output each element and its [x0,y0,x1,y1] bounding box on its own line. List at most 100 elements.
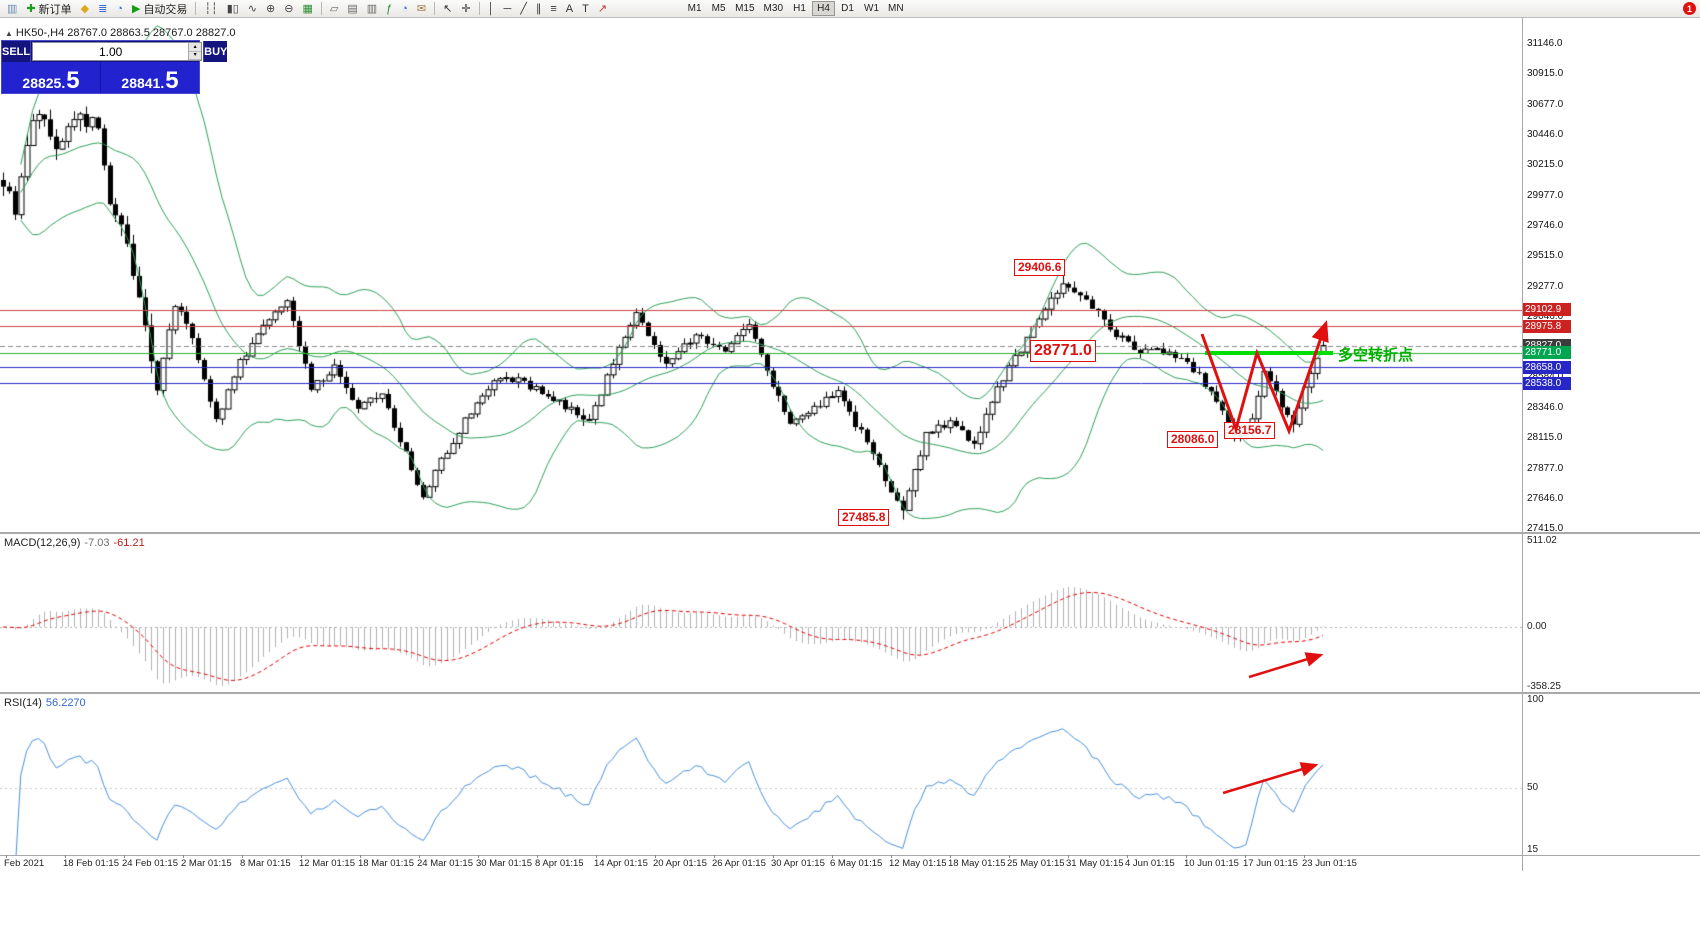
price-axis-tag: 28827.0 [1523,339,1571,353]
turning-point-line[interactable] [1205,350,1333,355]
cursor-button[interactable]: ↖ [439,1,456,17]
templates-button[interactable]: ✉ [413,1,430,17]
market-watch-button[interactable]: ≣ [94,1,111,17]
buy-button[interactable]: BUY [203,41,228,62]
tile-vertically-button[interactable]: ▥ [363,1,381,17]
time-axis-tick [124,855,125,858]
price-chart-canvas[interactable] [0,18,1522,855]
price-axis-label: 27646.0 [1527,493,1564,505]
time-axis-label: 31 May 01:15 [1066,858,1124,869]
time-axis-label: 12 May 01:15 [889,858,947,869]
volume-field: ▴ ▾ [32,42,203,61]
timeframe-m5[interactable]: M5 [707,1,730,16]
time-axis-label: 8 Mar 01:15 [240,858,291,869]
timeframe-m1[interactable]: M1 [683,1,706,16]
line-chart-button[interactable]: ∿ [244,1,261,17]
panel-splitter[interactable] [0,692,1700,694]
buy-price[interactable]: 28841. 5 [101,62,199,93]
timeframe-m15[interactable]: M15 [731,1,758,16]
chart-window-button[interactable]: ▥ [3,1,21,17]
price-axis-label: 29746.0 [1527,220,1564,232]
autotrade-button-label: 自动交易 [143,3,188,16]
indicators-button[interactable]: ƒ [382,1,396,17]
volume-input[interactable] [33,43,189,60]
zoom-out-button[interactable]: ⊖ [280,1,297,17]
history-center-button[interactable]: ◔ [112,1,127,17]
time-axis-tick [1009,855,1010,858]
horizontal-line-button[interactable]: ─ [499,1,515,17]
price-axis-label: 29977.0 [1527,189,1564,201]
tile-horizontally-button[interactable]: ▤ [343,1,361,17]
cascade-windows-button[interactable]: ▱ [326,1,342,17]
bar-chart-button[interactable]: ┆┆ [200,1,221,17]
horizontal-line-icon: ─ [503,2,512,15]
one-click-trading-panel: SELL ▴ ▾ BUY 28825.5 28841.5 [1,40,228,94]
panel-splitter[interactable] [0,532,1700,534]
text-label-button[interactable]: T [578,1,593,17]
zoom-in-button[interactable]: ⊕ [262,1,279,17]
templates-icon: ✉ [416,2,427,15]
arrows-button[interactable]: ↗ [594,1,611,17]
candlestick-chart-button[interactable]: ▮▯ [223,1,243,17]
price-axis-label: 28346.0 [1527,402,1564,414]
volume-increase-button[interactable]: ▴ [189,43,202,52]
macd-axis-zero: 0.00 [1527,621,1547,632]
time-axis-tick [1245,855,1246,858]
new-order-button-label: 新订单 [38,3,72,16]
time-axis-tick [537,855,538,858]
time-axis-tick [183,855,184,858]
text-icon: A [565,2,574,15]
tile-windows-button[interactable]: ▦ [298,1,316,17]
volume-spinner: ▴ ▾ [188,43,202,60]
volume-decrease-button[interactable]: ▾ [189,51,202,60]
time-axis-label: 25 May 01:15 [1007,858,1065,869]
sell-price[interactable]: 28825. 5 [2,62,101,93]
favorites-button[interactable]: ◆ [77,1,93,17]
time-axis-label: 30 Apr 01:15 [771,858,825,869]
time-axis-label: 26 Apr 01:15 [712,858,766,869]
time-axis-label: 18 Mar 01:15 [358,858,414,869]
crosshair-button[interactable]: ✛ [457,1,474,17]
periods-icon: ◔ [401,2,408,15]
trendline-button[interactable]: ╱ [516,1,531,17]
new-order-icon: ✚ [26,2,36,15]
time-axis-tick [950,855,951,858]
timeframe-w1[interactable]: W1 [860,1,883,16]
timeframe-h4[interactable]: H4 [812,1,835,16]
turning-point-label[interactable]: 多空转折点 [1338,347,1414,364]
rsi-axis-15: 15 [1527,844,1539,855]
time-axis-label: 23 Jun 01:15 [1302,858,1357,869]
time-axis[interactable]: Feb 2021 18 Feb 01:15 24 Feb 01:15 2 Mar 01… [0,855,1700,873]
time-axis-label: 24 Feb 01:15 [122,858,178,869]
time-axis-label: Feb 2021 [4,858,45,869]
text-button[interactable]: A [562,1,577,17]
sell-button[interactable]: SELL [2,41,32,62]
time-axis-tick [478,855,479,858]
time-axis-tick [419,855,420,858]
equidistant-channel-button[interactable]: ∥ [532,1,546,17]
sell-price-big: 5 [66,66,80,94]
price-axis-label: 30677.0 [1527,98,1564,110]
fibonacci-button[interactable]: ≡ [546,1,560,17]
tile-vertically-icon: ▥ [366,2,378,15]
expand-panel-icon[interactable]: ▲ [5,29,13,38]
price-axis-tag: 28538.0 [1523,376,1571,390]
toolbar-separator [434,2,436,15]
trendline-icon: ╱ [520,2,527,15]
timeframe-mn[interactable]: MN [884,1,908,16]
timeframe-d1[interactable]: D1 [836,1,859,16]
macd-axis-min: -358.25 [1527,681,1561,692]
toolbar-separator [195,2,197,15]
timeframe-h1[interactable]: H1 [788,1,811,16]
periods-button[interactable]: ◔ [397,1,412,17]
buy-price-main: 28841. [121,74,165,91]
autotrade-button[interactable]: ▶ 自动交易 [128,1,191,17]
time-axis-label: 20 Apr 01:15 [653,858,707,869]
toolbar-buttons: ▥ ✚ 新订单 ◆ ≣ ◔ ▶ 自动交易 ┆┆ ▮▯ ∿ ⊕ ⊖ ▦ ▱ ▤ ▥ ƒ ◔ ✉ ↖ ✛ │ ─ ╱ ∥ ≡ A T ↗ [3,1,611,17]
price-axis-label: 30915.0 [1527,68,1564,80]
new-order-button[interactable]: ✚ 新订单 [22,1,75,17]
timeframe-m30[interactable]: M30 [760,1,787,16]
price-axis-label: 29046.0 [1527,311,1564,323]
vertical-line-button[interactable]: │ [484,1,499,17]
notification-badge[interactable]: 1 [1683,2,1696,15]
